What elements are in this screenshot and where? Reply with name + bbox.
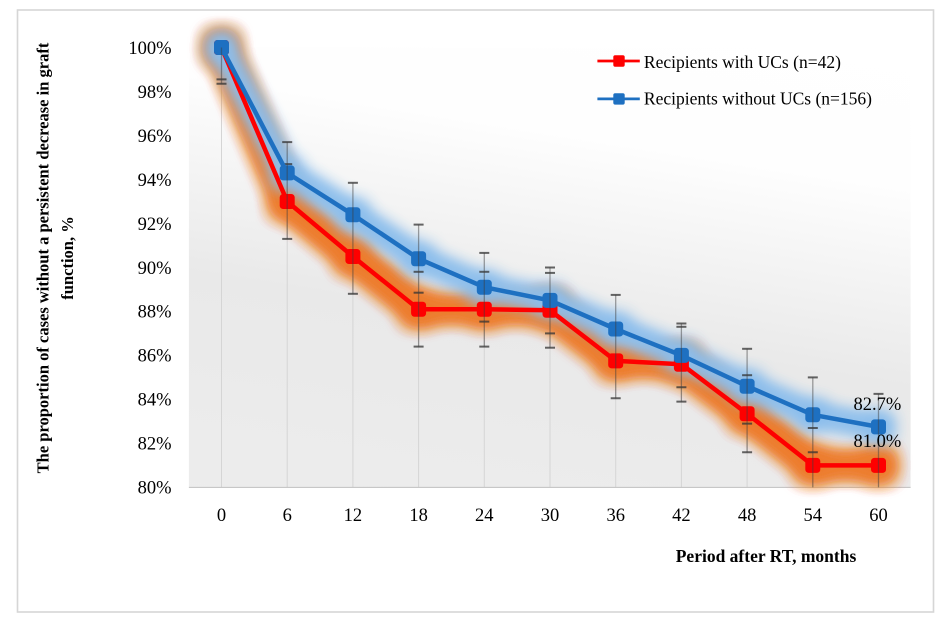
- svg-text:function, %: function, %: [58, 216, 77, 299]
- svg-text:Recipients with UCs (n=42): Recipients with UCs (n=42): [644, 52, 841, 72]
- svg-text:30: 30: [541, 506, 560, 526]
- svg-text:12: 12: [344, 506, 363, 526]
- svg-text:36: 36: [606, 506, 625, 526]
- svg-text:86%: 86%: [138, 347, 172, 367]
- svg-text:100%: 100%: [128, 39, 171, 59]
- svg-text:60: 60: [869, 506, 888, 526]
- svg-text:0: 0: [217, 506, 226, 526]
- svg-text:18: 18: [409, 506, 428, 526]
- svg-text:80%: 80%: [138, 479, 172, 499]
- svg-text:54: 54: [804, 506, 823, 526]
- svg-text:81.0%: 81.0%: [854, 432, 902, 452]
- svg-text:The proportion of cases withou: The proportion of cases without a persis…: [34, 42, 53, 473]
- svg-text:98%: 98%: [138, 83, 172, 103]
- svg-text:84%: 84%: [138, 391, 172, 411]
- svg-text:90%: 90%: [138, 259, 172, 279]
- svg-text:6: 6: [283, 506, 292, 526]
- svg-text:Period after RT, months: Period after RT, months: [676, 546, 857, 566]
- svg-text:92%: 92%: [138, 215, 172, 235]
- svg-text:88%: 88%: [138, 303, 172, 323]
- svg-text:96%: 96%: [138, 127, 172, 147]
- svg-text:24: 24: [475, 506, 494, 526]
- svg-text:Recipients without UCs (n=156): Recipients without UCs (n=156): [644, 89, 872, 109]
- svg-text:82.7%: 82.7%: [854, 395, 902, 415]
- svg-text:82%: 82%: [138, 435, 172, 455]
- svg-text:94%: 94%: [138, 171, 172, 191]
- svg-text:48: 48: [738, 506, 757, 526]
- svg-text:42: 42: [672, 506, 691, 526]
